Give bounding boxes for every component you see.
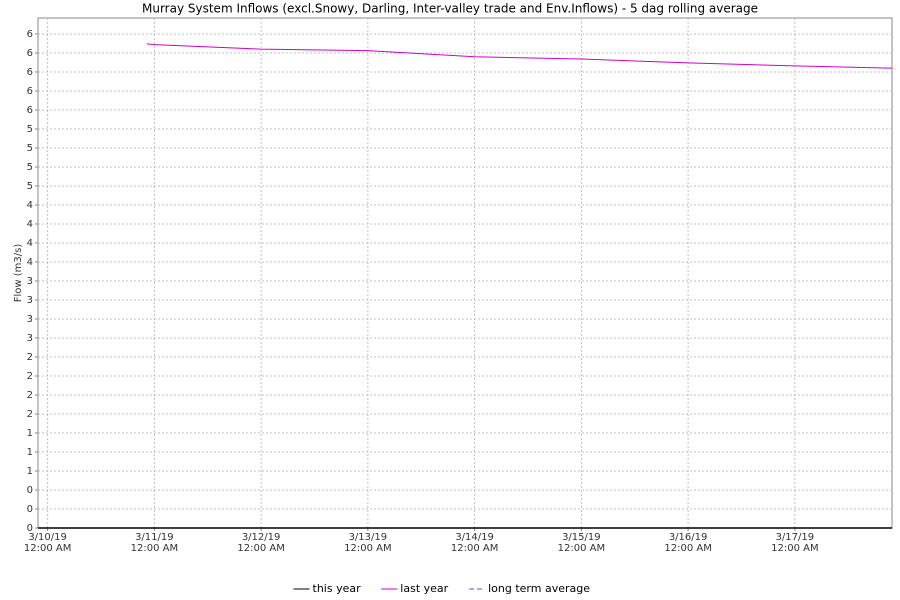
x-tick-label: 3/17/19 12:00 AM	[771, 532, 819, 554]
y-tick-label: 1	[27, 428, 33, 439]
y-tick-label: 5	[27, 143, 33, 154]
y-tick-label: 2	[27, 352, 33, 363]
y-tick-label: 6	[27, 29, 33, 40]
plot-area	[37, 17, 893, 529]
x-tick-label: 3/14/19 12:00 AM	[450, 532, 499, 554]
y-tick-label: 6	[27, 48, 33, 59]
legend-label: last year	[400, 582, 448, 595]
y-tick-label: 1	[27, 447, 33, 458]
y-tick-label: 6	[27, 67, 33, 78]
y-tick-label: 1	[27, 466, 33, 477]
y-tick-label: 4	[27, 257, 33, 268]
y-tick-label: 0	[27, 504, 33, 515]
legend-label: long term average	[488, 582, 590, 595]
y-tick-label: 6	[27, 105, 33, 116]
y-tick-label: 3	[27, 333, 33, 344]
y-tick-label: 4	[27, 238, 33, 249]
y-tick-label: 3	[27, 295, 33, 306]
legend-label: this year	[313, 582, 362, 595]
chart-title: Murray System Inflows (excl.Snowy, Darli…	[142, 2, 758, 16]
y-tick-label: 2	[27, 390, 33, 401]
y-tick-label: 5	[27, 124, 33, 135]
y-tick-label: 5	[27, 181, 33, 192]
y-tick-label: 4	[27, 200, 33, 211]
x-tick-label: 3/15/19 12:00 AM	[557, 532, 606, 554]
y-axis-label: Flow (m3/s)	[13, 244, 24, 303]
y-tick-label: 0	[27, 523, 33, 534]
y-tick-label: 2	[27, 371, 33, 382]
y-tick-label: 3	[27, 276, 33, 287]
x-tick-label: 3/13/19 12:00 AM	[344, 532, 392, 554]
y-tick-label: 2	[27, 409, 33, 420]
x-tick-label: 3/11/19 12:00 AM	[130, 532, 179, 554]
series-line	[146, 43, 893, 69]
y-tick-label: 4	[27, 219, 33, 230]
y-tick-label: 3	[27, 314, 33, 325]
x-tick-label: 3/16/19 12:00 AM	[664, 532, 712, 554]
y-tick-label: 0	[27, 485, 33, 496]
y-tick-label: 5	[27, 162, 33, 173]
y-tick-label: 6	[27, 86, 33, 97]
x-tick-label: 3/12/19 12:00 AM	[237, 532, 285, 554]
x-tick-label: 3/10/19 12:00 AM	[23, 532, 72, 554]
